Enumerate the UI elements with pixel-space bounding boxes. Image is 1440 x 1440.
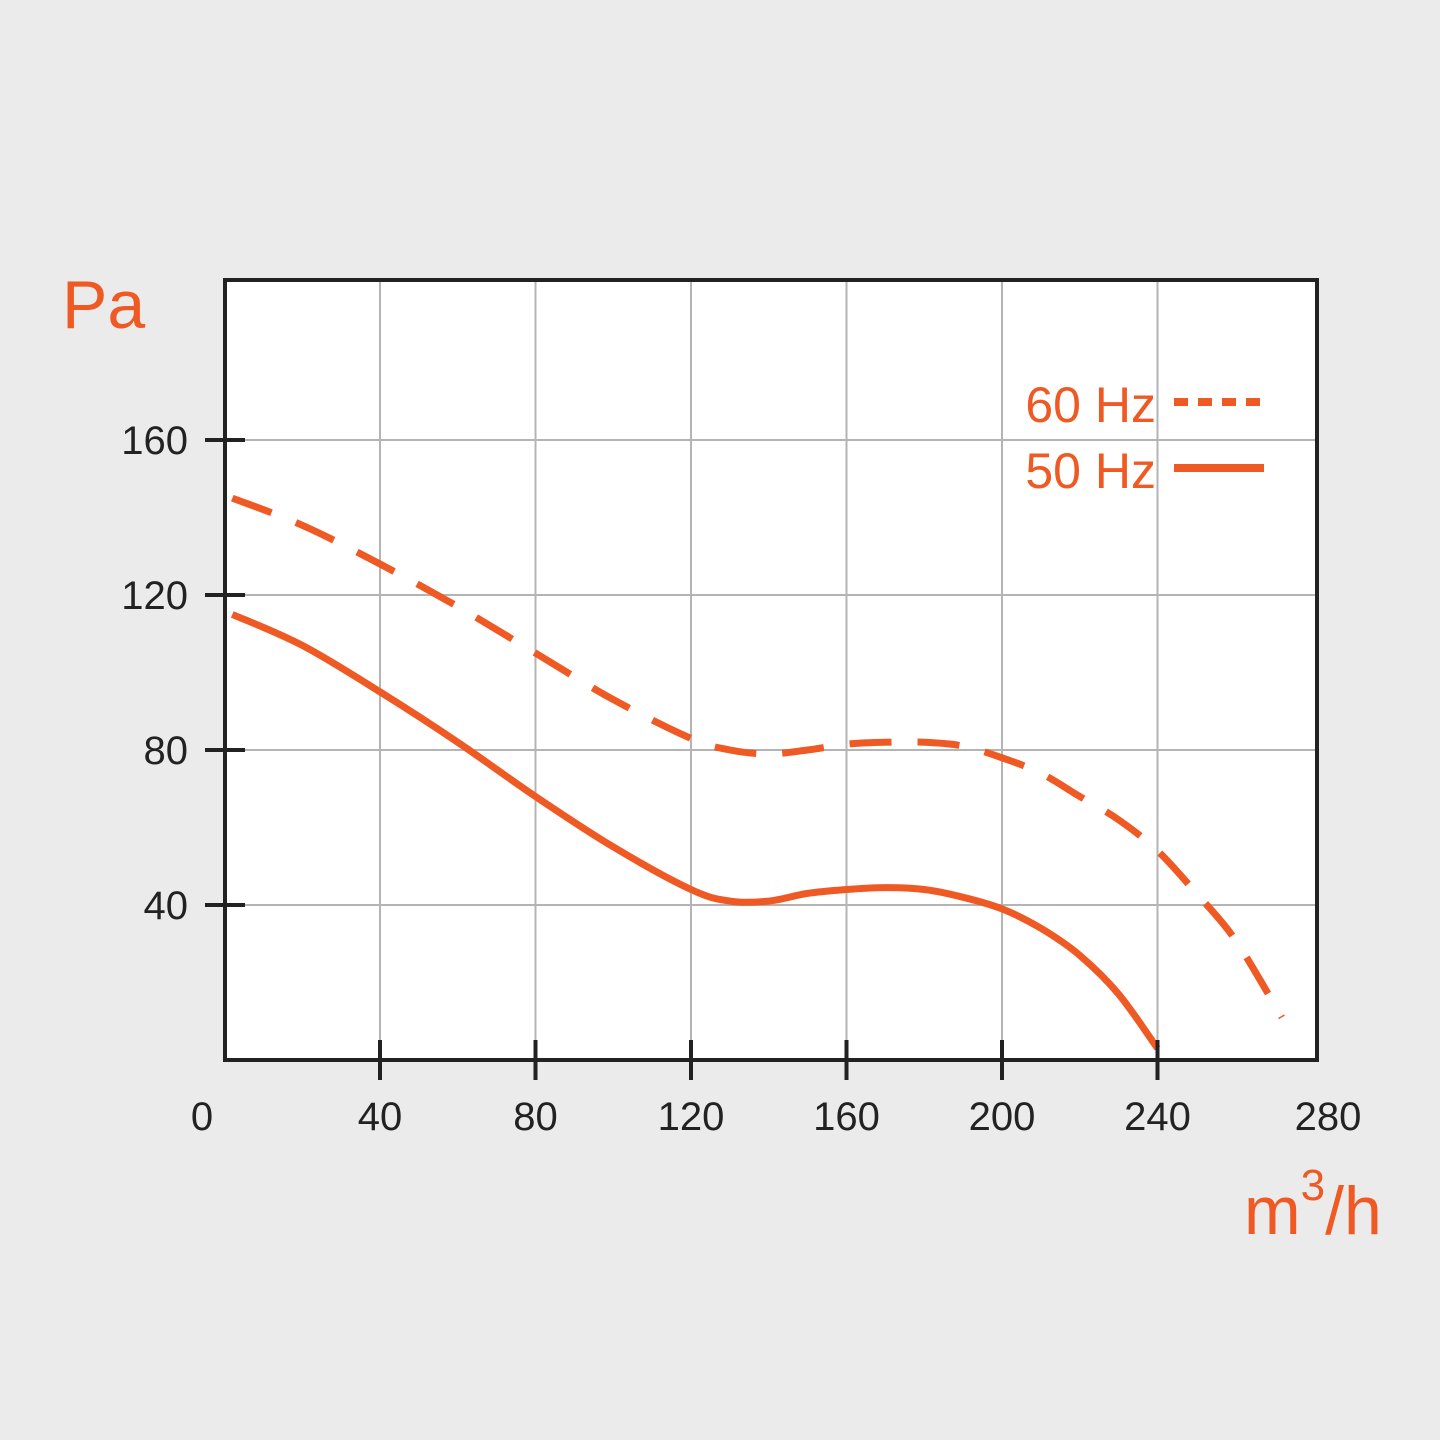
y-tick-label-160: 160 bbox=[121, 419, 188, 463]
x-axis-unit-superscript: 3 bbox=[1301, 1161, 1325, 1210]
x-tick-label-120: 120 bbox=[658, 1095, 725, 1139]
y-tick-label-120: 120 bbox=[121, 574, 188, 618]
x-axis-unit: m3/h bbox=[1244, 1161, 1382, 1249]
plot-frame bbox=[223, 278, 1319, 1062]
series-line-50hz bbox=[230, 611, 1161, 1051]
x-axis-unit-base: m bbox=[1244, 1173, 1301, 1249]
y-tick-label-80: 80 bbox=[144, 729, 189, 773]
series-line-60hz bbox=[231, 494, 1285, 1020]
y-axis-unit: Pa bbox=[62, 267, 145, 343]
legend-label-50hz: 50 Hz bbox=[1025, 443, 1156, 499]
grid-lines bbox=[225, 280, 1317, 1060]
x-tick-label-0: 0 bbox=[191, 1095, 213, 1139]
x-tick-label-200: 200 bbox=[969, 1095, 1036, 1139]
plot-area bbox=[225, 280, 1317, 1060]
x-tick-label-160: 160 bbox=[813, 1095, 880, 1139]
axis-ticks bbox=[205, 438, 1160, 1080]
x-tick-label-240: 240 bbox=[1124, 1095, 1191, 1139]
series-layer bbox=[230, 494, 1285, 1051]
x-tick-label-280: 280 bbox=[1295, 1095, 1362, 1139]
axis-tick-labels: 0 40 80 120 160 200 240 280 40 80 120 160 bbox=[121, 419, 1361, 1139]
legend-label-60hz: 60 Hz bbox=[1025, 377, 1156, 433]
x-tick-label-40: 40 bbox=[358, 1095, 403, 1139]
x-tick-label-80: 80 bbox=[513, 1095, 558, 1139]
x-axis-unit-tail: /h bbox=[1325, 1173, 1382, 1249]
legend: 60 Hz 50 Hz bbox=[1025, 377, 1264, 499]
y-tick-label-40: 40 bbox=[144, 884, 189, 928]
